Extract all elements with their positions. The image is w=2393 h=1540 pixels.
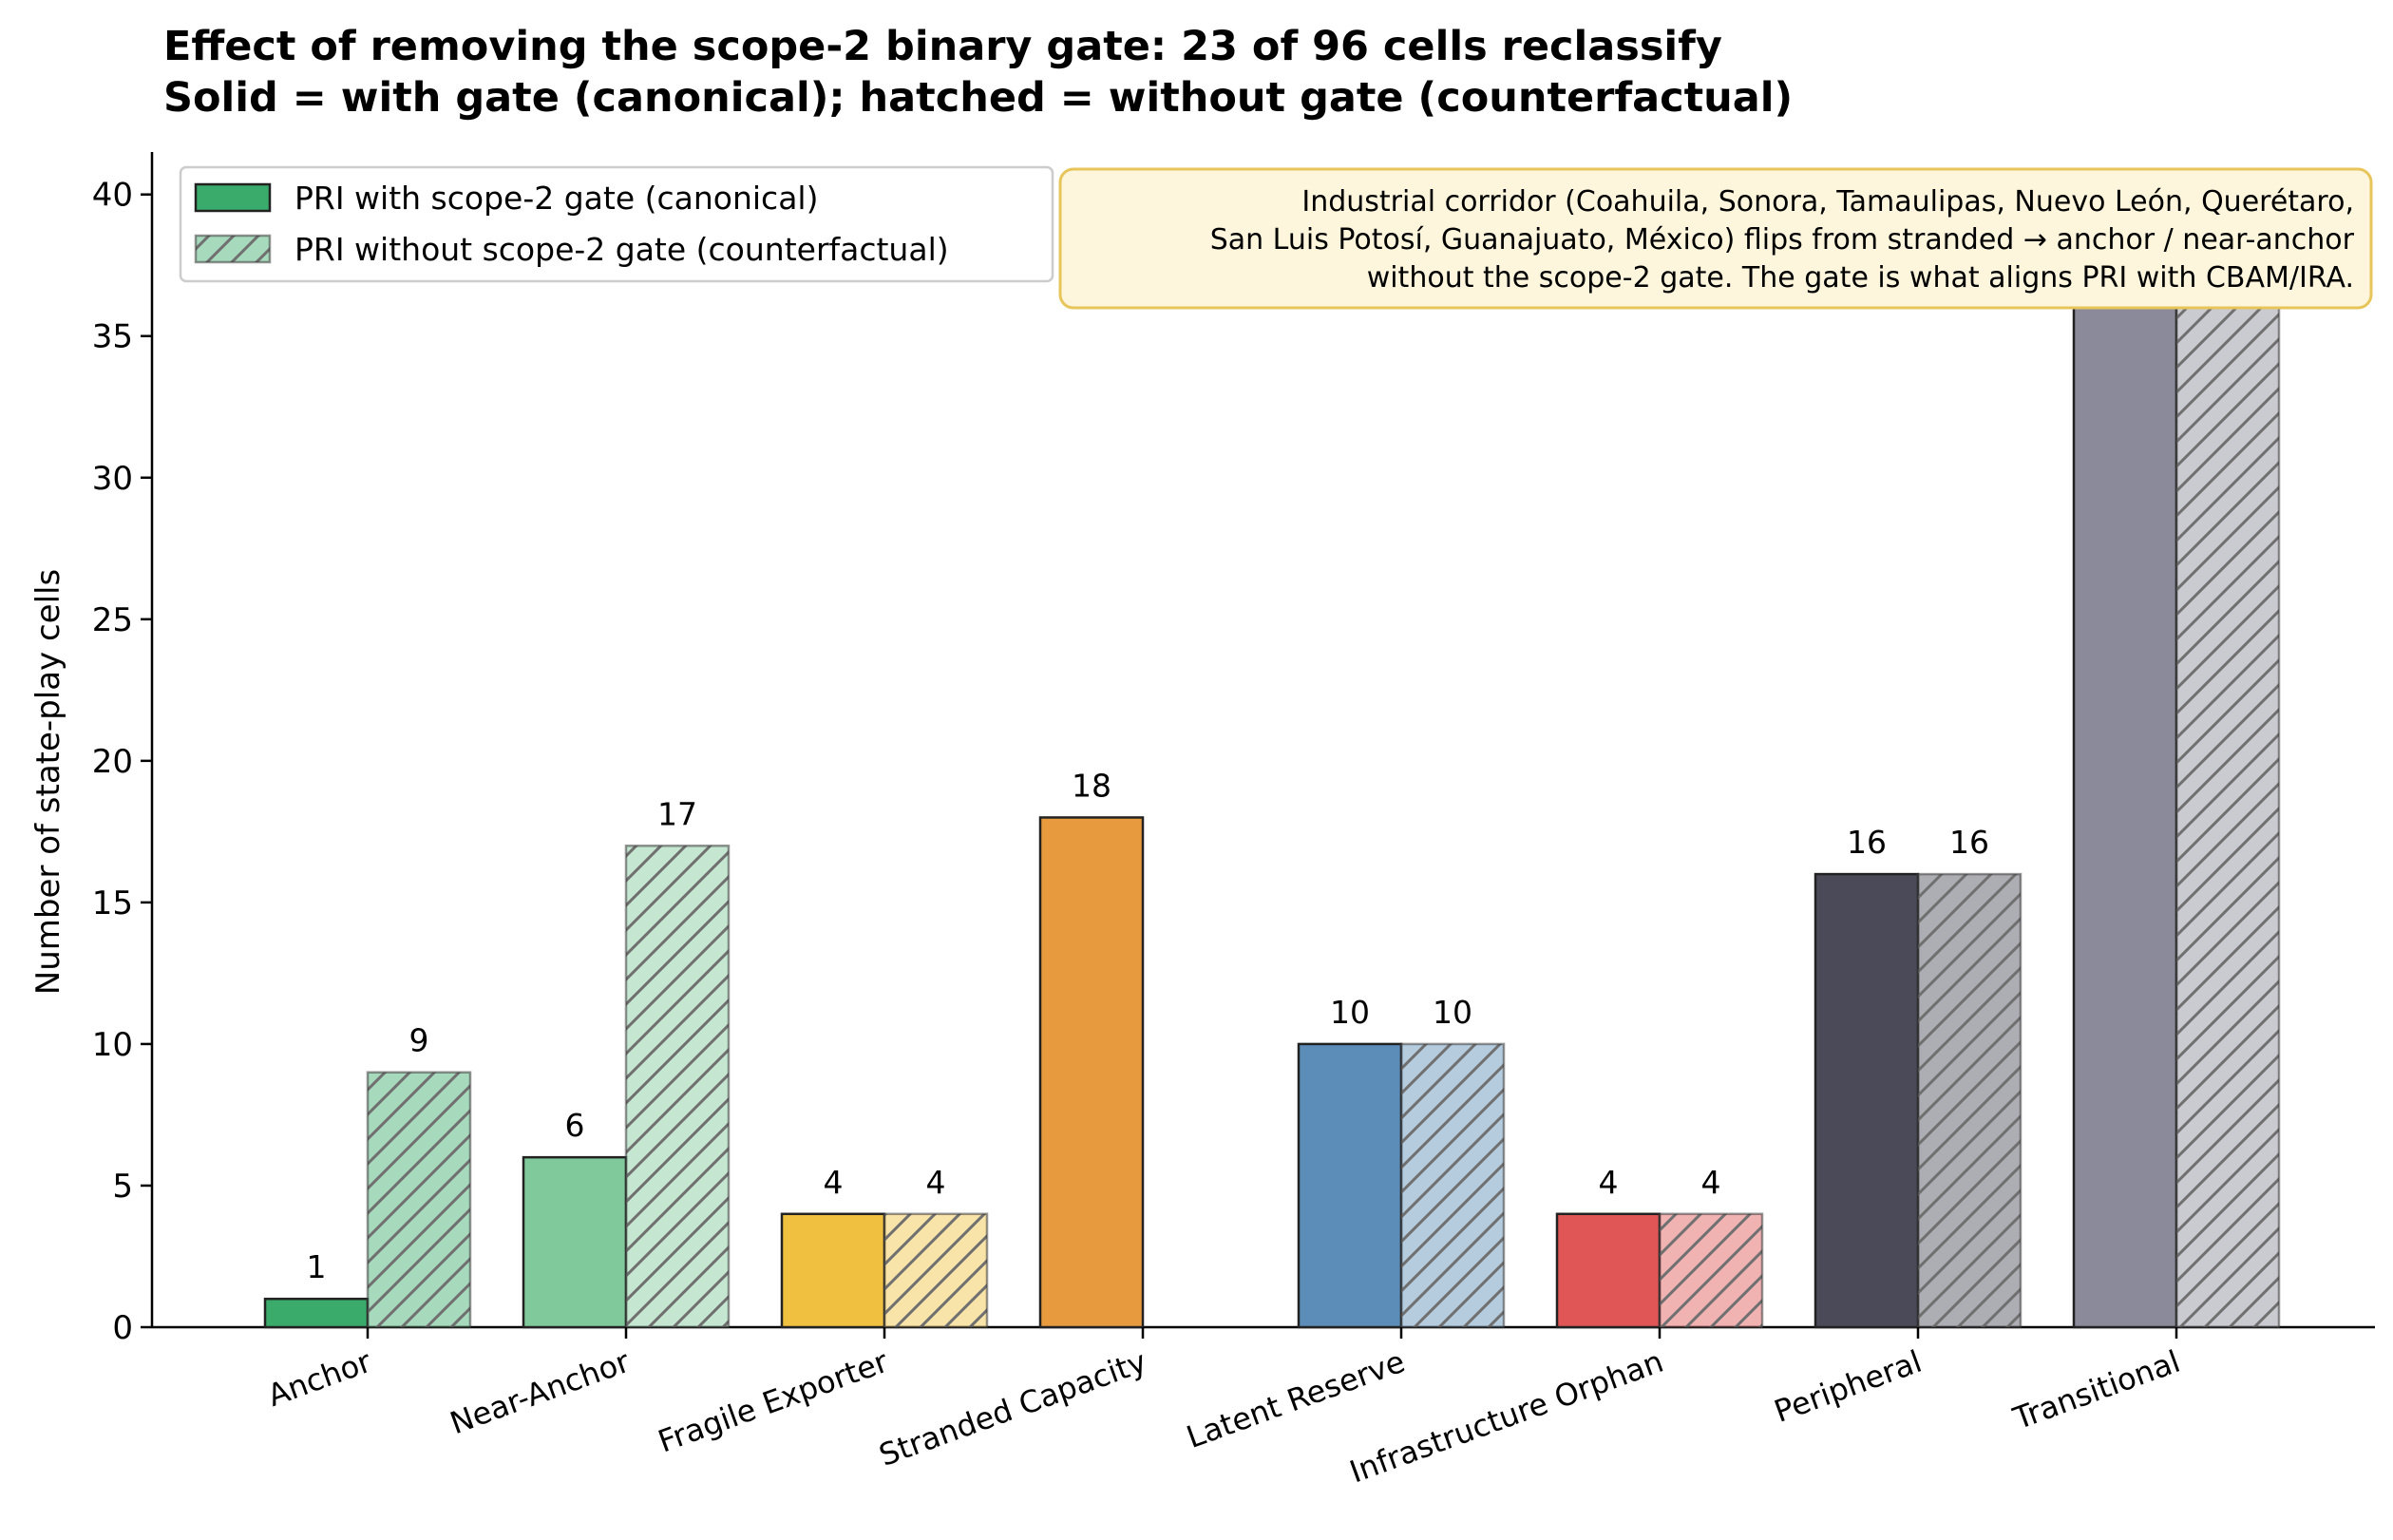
bar-value-label: 18 [1072, 767, 1111, 804]
bar-canonical [522, 1155, 628, 1329]
y-tick-label: 40 [92, 177, 133, 215]
chart-title-line-2: Solid = with gate (canonical); hatched =… [163, 74, 1793, 122]
legend-frame [179, 165, 1054, 283]
legend-swatch-canonical [194, 182, 272, 213]
x-tick-label: Anchor [263, 1343, 377, 1415]
bar-canonical [2072, 193, 2178, 1329]
bar-canonical [780, 1212, 886, 1329]
bar-counterfactual [2175, 193, 2281, 1329]
bar-counterfactual [883, 1212, 989, 1329]
bar-value-label: 4 [1701, 1164, 1721, 1201]
y-tick-label: 20 [92, 743, 133, 781]
bar-canonical [1814, 872, 1920, 1329]
x-tick-label: Peripheral [1770, 1343, 1927, 1430]
bar-counterfactual [1399, 1042, 1506, 1329]
bar-value-label: 6 [565, 1107, 585, 1144]
y-axis-label: Number of state-play cells [29, 569, 67, 995]
x-tick-label: Stranded Capacity [874, 1343, 1150, 1473]
bar-counterfactual [1916, 872, 2023, 1329]
annotation-box: Industrial corridor (Coahuila, Sonora, T… [1058, 167, 2373, 310]
y-tick-label: 5 [112, 1168, 133, 1206]
annotation-frame [1058, 167, 2373, 310]
bar-value-label: 4 [824, 1164, 844, 1201]
bar-canonical [263, 1297, 370, 1329]
chart-title-line-1: Effect of removing the scope-2 binary ga… [163, 23, 1722, 70]
y-tick-label: 35 [92, 318, 133, 356]
bar-value-label: 16 [1949, 824, 1989, 861]
y-tick-label: 15 [92, 884, 133, 922]
bar-counterfactual [1658, 1212, 1764, 1329]
x-tick-label: Near-Anchor [446, 1343, 636, 1442]
x-tick-label: Latent Reserve [1182, 1343, 1410, 1455]
bar-canonical [1038, 816, 1145, 1329]
y-tick-label: 30 [92, 460, 133, 498]
legend-label-canonical: PRI with scope-2 gate (canonical) [294, 180, 818, 217]
plot-area: 0 5 10 15 20 25 30 35 40 1 9 Anchor 6 17 Near-Anchor 4 4… [92, 152, 2375, 1491]
bar-value-label: 16 [1847, 824, 1887, 861]
annotation-line: without the scope-2 gate. The gate is wh… [1367, 261, 2354, 295]
bar-counterfactual [366, 1071, 472, 1329]
x-tick-label: Fragile Exporter [654, 1343, 894, 1460]
legend-swatch-counterfactual [194, 234, 272, 264]
bar-canonical [1555, 1212, 1662, 1329]
bar-value-label: 17 [657, 795, 697, 832]
annotation-line: San Luis Potosí, Guanajuato, México) fli… [1210, 223, 2355, 257]
bar-value-label: 4 [926, 1164, 946, 1201]
legend: PRI with scope-2 gate (canonical) PRI wit… [179, 165, 1054, 283]
x-tick-label: Transitional [2008, 1343, 2185, 1437]
y-tick-label: 10 [92, 1026, 133, 1064]
bar-counterfactual [624, 845, 731, 1329]
bar-value-label: 9 [409, 1022, 429, 1059]
y-tick-label: 0 [112, 1309, 133, 1347]
annotation-line: Industrial corridor (Coahuila, Sonora, T… [1301, 185, 2354, 219]
bar-value-label: 1 [307, 1248, 327, 1285]
bar-value-label: 10 [1330, 994, 1370, 1031]
bar-value-label: 4 [1599, 1164, 1619, 1201]
bar-value-label: 10 [1433, 994, 1472, 1031]
bar-canonical [1297, 1042, 1403, 1329]
legend-label-counterfactual: PRI without scope-2 gate (counterfactual… [294, 231, 949, 268]
y-tick-label: 25 [92, 601, 133, 639]
